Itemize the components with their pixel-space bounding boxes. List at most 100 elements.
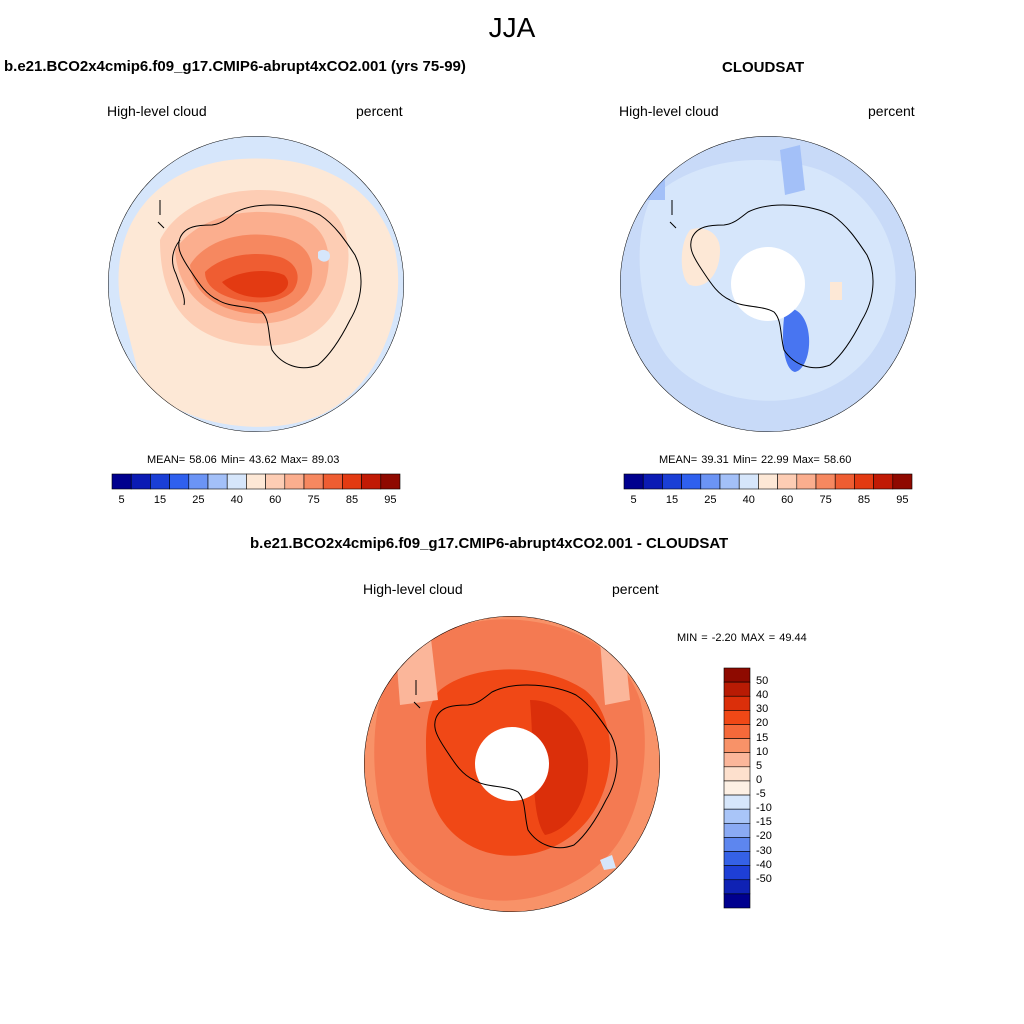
diff-colorbar-swatch [723,822,751,838]
model-colorbar-swatch [226,473,247,490]
obs-variable-label: High-level cloud [619,103,719,119]
diff-colorbar-swatch [723,681,751,697]
model-colorbar-swatch [303,473,324,490]
obs-colorbar-tick-label: 40 [742,494,755,506]
obs-colorbar-swatch [758,473,778,490]
diff-colorbar-tick-label: 0 [756,773,763,786]
diff-colorbar-swatch [723,808,751,824]
obs-stats: MEAN= 39.31 Min= 22.99 Max= 58.60 [659,454,852,466]
figure-title: JJA [488,12,536,43]
obs-colorbar-swatch [873,473,894,490]
obs-panel-title: CLOUDSAT [722,59,805,76]
diff-colorbar-swatch [723,766,751,782]
diff-colorbar-tick-label: 5 [756,759,763,772]
diff-colorbar-swatch [723,724,751,739]
obs-colorbar-swatch [777,473,798,490]
model-colorbar-swatch [284,473,305,490]
diff-colorbar-swatch [723,710,751,725]
obs-colorbar-swatch [681,473,702,490]
diff-colorbar-swatch [723,851,751,866]
model-panel-title: b.e21.BCO2x4cmip6.f09_g17.CMIP6-abrupt4x… [4,58,466,75]
model-colorbar-swatch [265,473,286,490]
model-colorbar-swatch [169,473,190,490]
obs-map [620,136,916,432]
diff-variable-label: High-level cloud [363,581,463,597]
diff-colorbar-swatch [723,738,751,754]
diff-colorbar-swatch [723,794,751,810]
diff-colorbar-swatch [723,865,751,881]
model-colorbar-tick-label: 85 [345,494,359,506]
diff-colorbar-tick-label: 10 [756,745,769,758]
model-colorbar-swatch [111,473,132,490]
model-colorbar-swatch [150,473,170,490]
diff-colorbar-tick-label: -20 [756,830,772,843]
obs-colorbar-swatch [623,473,644,490]
diff-colorbar-swatch [723,780,751,796]
obs-colorbar-swatch [834,473,855,490]
obs-coastline [669,200,874,369]
model-colorbar-swatch [130,473,151,490]
diff-colorbar [723,667,751,909]
diff-colorbar-tick-label: -5 [756,788,766,801]
model-coastline [157,200,362,369]
model-colorbar-tick-label: 15 [153,494,167,506]
model-colorbar-swatch [361,473,382,490]
obs-colorbar-tick-label: 25 [704,494,717,506]
diff-panel-title: b.e21.BCO2x4cmip6.f09_g17.CMIP6-abrupt4x… [250,535,729,552]
diff-colorbar-tick-label: 20 [756,717,769,730]
model-colorbar-tick-label: 75 [307,494,320,506]
obs-colorbar [623,473,913,490]
diff-colorbar-tick-label: -50 [756,872,772,885]
obs-colorbar-tick-label: 15 [665,494,679,506]
model-colorbar-tick-label: 5 [118,494,125,506]
obs-colorbar-tick-label: 5 [630,494,637,506]
obs-colorbar-swatch [700,473,721,490]
model-colorbar-swatch [342,473,362,490]
diff-units-label: percent [612,581,659,597]
diff-colorbar-tick-label: -15 [756,816,772,829]
model-colorbar-tick-label: 25 [192,494,205,506]
diff-colorbar-swatch [723,752,751,768]
model-units-label: percent [356,103,403,119]
model-colorbar-tick-label: 95 [384,494,397,506]
model-colorbar-tick-label: 40 [230,494,243,506]
model-variable-label: High-level cloud [107,103,207,119]
model-colorbar-swatch [188,473,209,490]
diff-colorbar-swatch [723,879,751,895]
model-colorbar [111,473,401,490]
obs-colorbar-swatch [815,473,836,490]
diff-colorbar-swatch [723,695,751,711]
model-colorbar-swatch [322,473,343,490]
model-colorbar-swatch [246,473,266,490]
obs-colorbar-tick-label: 60 [781,494,794,506]
obs-colorbar-tick-label: 75 [819,494,832,506]
obs-colorbar-swatch [662,473,682,490]
diff-colorbar-tick-label: -30 [756,844,772,857]
obs-colorbar-tick-label: 85 [857,494,871,506]
diff-colorbar-tick-label: 40 [756,689,769,702]
diff-colorbar-tick-label: -10 [756,802,772,815]
diff-colorbar-tick-label: 50 [756,675,769,688]
obs-colorbar-swatch [642,473,663,490]
obs-colorbar-swatch [738,473,759,490]
obs-units-label: percent [868,103,915,119]
diff-colorbar-swatch [723,837,751,852]
diff-colorbar-tick-label: -40 [756,858,772,871]
diff-map [364,616,660,912]
obs-colorbar-swatch [854,473,874,490]
diff-colorbar-tick-label: 15 [756,731,769,744]
obs-colorbar-swatch [892,473,913,490]
diff-colorbar-tick-label: 30 [756,703,769,716]
obs-colorbar-swatch [796,473,817,490]
model-map [108,136,404,432]
model-colorbar-tick-label: 60 [269,494,282,506]
diff-colorbar-swatch [723,667,751,683]
model-stats: MEAN= 58.06 Min= 43.62 Max= 89.03 [147,454,340,466]
model-colorbar-swatch [207,473,228,490]
diff-coastline [413,680,618,849]
obs-colorbar-swatch [719,473,740,490]
model-colorbar-swatch [380,473,401,490]
diff-colorbar-swatch [723,893,751,909]
diff-stats: MIN = -2.20 MAX = 49.44 [677,632,807,644]
